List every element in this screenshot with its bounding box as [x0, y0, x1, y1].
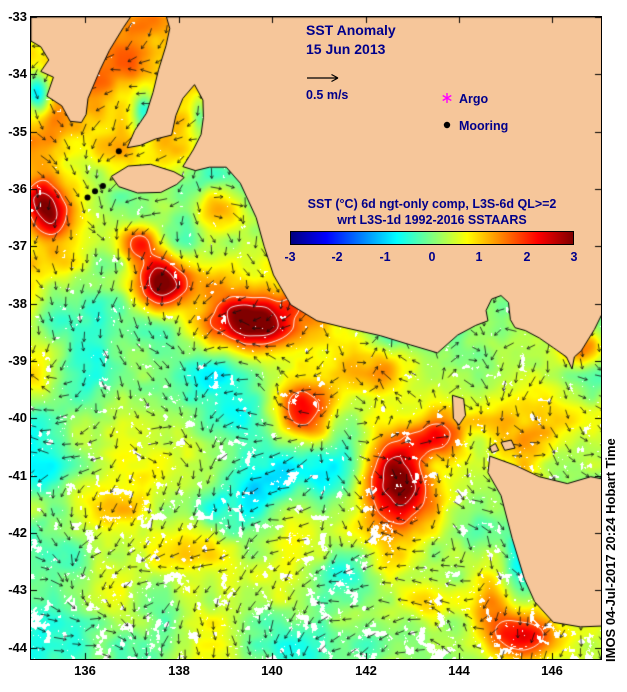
- colorbar-tick-label: 2: [523, 250, 531, 264]
- y-axis-tick-label: -44: [8, 640, 27, 655]
- colorbar-tick-label: -3: [284, 250, 296, 264]
- colorbar-tick-label: -1: [379, 250, 391, 264]
- colorbar-gradient: [290, 231, 574, 245]
- figure-title-block: SST Anomaly 15 Jun 2013: [306, 21, 396, 59]
- y-axis-tick-label: -38: [8, 296, 27, 311]
- y-axis-tick-label: -37: [8, 238, 27, 253]
- sst-map-canvas: [31, 17, 601, 659]
- legend-label-mooring: Mooring: [459, 119, 509, 133]
- colorbar-label-line1: SST (°C) 6d ngt-only comp, L3S-6d QL>=2: [307, 197, 557, 211]
- vector-scale-label: 0.5 m/s: [306, 88, 349, 102]
- x-axis-tick-label: 136: [74, 663, 96, 678]
- argo-marker-icon: [442, 93, 452, 103]
- colorbar-tick-label: 1: [475, 250, 483, 264]
- y-axis-tick-label: -36: [8, 181, 27, 196]
- y-axis-tick-label: -33: [8, 9, 27, 24]
- y-axis-tick-label: -39: [8, 353, 27, 368]
- y-axis-tick-label: -43: [8, 582, 27, 597]
- mooring-marker-icon: [443, 121, 451, 129]
- x-axis-tick-label: 146: [541, 663, 563, 678]
- colorbar-label-line2: wrt L3S-1d 1992-2016 SSTAARS: [337, 213, 527, 227]
- y-axis-tick-label: -41: [8, 468, 27, 483]
- y-axis-tick-label: -35: [8, 124, 27, 139]
- colorbar-tick-label: 3: [570, 250, 578, 264]
- x-axis-tick-label: 142: [355, 663, 377, 678]
- y-axis-tick-label: -40: [8, 410, 27, 425]
- x-axis-tick-label: 144: [448, 663, 470, 678]
- legend-label-argo: Argo: [459, 92, 489, 106]
- y-axis-tick-label: -34: [8, 66, 27, 81]
- x-axis-tick-label: 138: [168, 663, 190, 678]
- y-axis-tick-label: -42: [8, 525, 27, 540]
- colorbar-tick-label: 0: [428, 250, 436, 264]
- colorbar-tick-label: -2: [331, 250, 343, 264]
- side-caption-text: IMOS 04-Jul-2017 20:24 Hobart Time: [603, 438, 618, 662]
- side-caption: IMOS 04-Jul-2017 20:24 Hobart Time: [603, 438, 619, 663]
- x-axis-tick-label: 140: [261, 663, 283, 678]
- page-title: SST Anomaly: [306, 22, 396, 38]
- vector-scale-arrow-icon: [307, 73, 339, 83]
- figure-date: 15 Jun 2013: [306, 41, 386, 57]
